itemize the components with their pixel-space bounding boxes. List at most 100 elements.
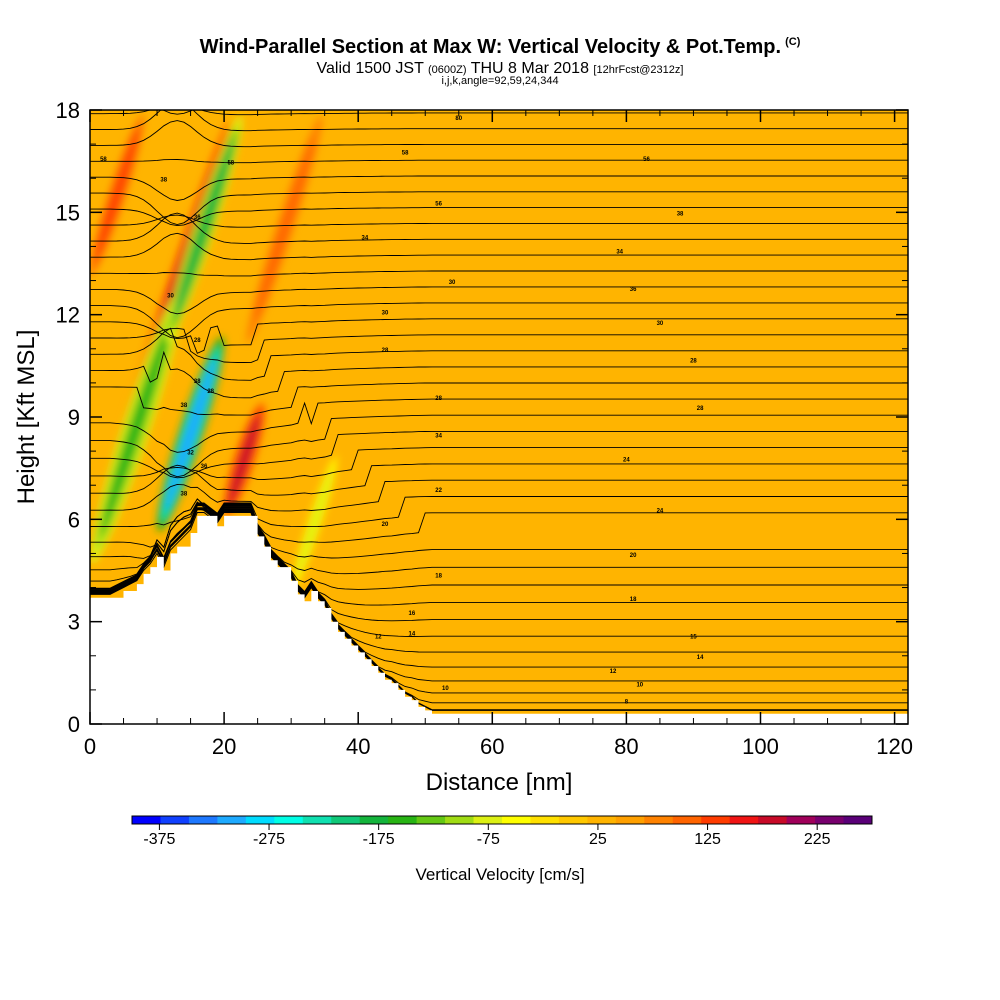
valid-prefix: Valid 1500 JST <box>316 60 424 77</box>
theta-contour-line <box>90 302 908 339</box>
theta-contour-label: 30 <box>382 311 389 317</box>
theta-contour-label: 28 <box>690 358 697 364</box>
colorbar-swatch <box>188 816 218 824</box>
theta-contour-label: 32 <box>187 451 194 457</box>
terrain-profile <box>90 515 908 724</box>
theta-contour-label: 36 <box>194 215 201 221</box>
theta-contour-label: 58 <box>227 161 234 167</box>
y-tick-label: 3 <box>68 610 80 635</box>
theta-contour-label: 34 <box>616 249 623 255</box>
colorbar-swatch <box>473 816 503 824</box>
velocity-feature-updraft <box>95 130 139 261</box>
theta-contour-line <box>90 110 908 132</box>
colorbar-swatch <box>274 816 304 824</box>
theta-contour-line <box>90 212 908 244</box>
colorbar-swatch <box>758 816 788 824</box>
theta-contour-label: 28 <box>435 396 442 402</box>
theta-contour-label: 34 <box>362 236 369 242</box>
colorbar-swatch <box>359 816 389 824</box>
y-tick-label: 6 <box>68 507 80 532</box>
theta-contour-label: 18 <box>435 573 442 579</box>
theta-contour-label: 56 <box>643 157 650 163</box>
colorbar-swatch <box>160 816 190 824</box>
velocity-feature-downdraft <box>164 356 217 512</box>
theta-contour-line <box>90 496 908 528</box>
theta-contour-line <box>90 191 908 225</box>
theta-contour-line <box>90 501 908 622</box>
colorbar-tick-label: -175 <box>363 831 395 848</box>
theta-contour-label: 14 <box>408 631 415 637</box>
theta-contour-label: 24 <box>623 457 630 463</box>
x-tick-label: 0 <box>84 734 96 759</box>
theta-contour-label: 58 <box>402 150 409 156</box>
colorbar-tick-label: -75 <box>477 831 500 848</box>
colorbar-tick-label: -375 <box>143 831 175 848</box>
theta-contour-line <box>90 398 908 453</box>
x-tick-label: 40 <box>346 734 370 759</box>
valid-zulu: (0600Z) <box>428 64 467 76</box>
theta-contour-line <box>90 214 908 228</box>
colorbar-swatch <box>644 816 674 824</box>
colorbar-swatch <box>445 816 475 824</box>
colorbar-swatch <box>530 816 560 824</box>
colorbar-swatch <box>815 816 845 824</box>
theta-contour-line <box>90 507 908 694</box>
theta-contour-line <box>90 430 908 479</box>
colorbar-swatch <box>245 816 275 824</box>
theta-contour-label: 22 <box>435 488 442 494</box>
x-tick-label: 60 <box>480 734 504 759</box>
theta-contour-label: 80 <box>455 116 462 122</box>
velocity-feature-updraft <box>228 414 260 506</box>
theta-contour-label: 38 <box>181 491 188 497</box>
velocity-feature-downdraft <box>174 138 234 321</box>
colorbar-title: Vertical Velocity [cm/s] <box>415 865 584 884</box>
theta-contour-line <box>90 327 908 381</box>
chart-subtitle: Valid 1500 JST (0600Z) THU 8 Mar 2018 [1… <box>0 60 1000 78</box>
theta-contour-line <box>90 507 908 637</box>
theta-contour-line <box>90 350 908 399</box>
theta-contour-line <box>90 463 908 496</box>
colorbar-swatch <box>672 816 702 824</box>
theta-contour-line <box>90 232 908 261</box>
theta-contour-label: 56 <box>435 202 442 208</box>
theta-contour-label: 28 <box>697 406 704 412</box>
theta-contour-label: 28 <box>207 389 214 395</box>
x-tick-label: 80 <box>614 734 638 759</box>
theta-contour-line <box>90 207 908 227</box>
theta-contour-line <box>90 382 908 416</box>
x-tick-label: 120 <box>876 734 913 759</box>
theta-contour-label: 12 <box>610 669 617 675</box>
plot-area: 80 58 56 56 38 34 34 30 36 30 30 28 28 28 28 34 24 22 24 20… <box>90 110 908 724</box>
y-tick-label: 15 <box>56 200 80 225</box>
colorbar-swatch <box>701 816 731 824</box>
theta-contour-label: 38 <box>677 212 684 218</box>
theta-contour-label: 30 <box>167 294 174 300</box>
theta-contour-label: 14 <box>697 655 704 661</box>
theta-contour-line <box>90 505 908 590</box>
colorbar-swatch <box>786 816 816 824</box>
x-tick-label: 100 <box>742 734 779 759</box>
theta-contour-label: 18 <box>630 597 637 603</box>
chart-title: Wind-Parallel Section at Max W: Vertical… <box>0 36 1000 59</box>
theta-contour-line <box>90 120 908 148</box>
y-axis-title: Height [Kft MSL] <box>13 330 40 505</box>
theta-contour-line <box>90 175 908 201</box>
theta-contour-label: 8 <box>625 700 629 706</box>
chart-title-text: Wind-Parallel Section at Max W: Vertical… <box>199 36 782 58</box>
theta-contour-line <box>90 503 908 559</box>
colorbar-swatch <box>558 816 588 824</box>
colorbar-swatch <box>729 816 759 824</box>
colorbar-tick-label: 125 <box>694 831 721 848</box>
theta-contour-label: 30 <box>657 321 664 327</box>
theta-contour-label: 15 <box>690 635 697 641</box>
theta-contour-label: 30 <box>449 280 456 286</box>
theta-contour-line <box>90 270 908 277</box>
y-tick-label: 0 <box>68 712 80 737</box>
colorbar-swatch <box>302 816 332 824</box>
theta-contour-line <box>90 512 908 711</box>
y-tick-label: 18 <box>56 98 80 123</box>
colorbar-swatch <box>132 816 161 824</box>
colorbar-swatch <box>615 816 645 824</box>
